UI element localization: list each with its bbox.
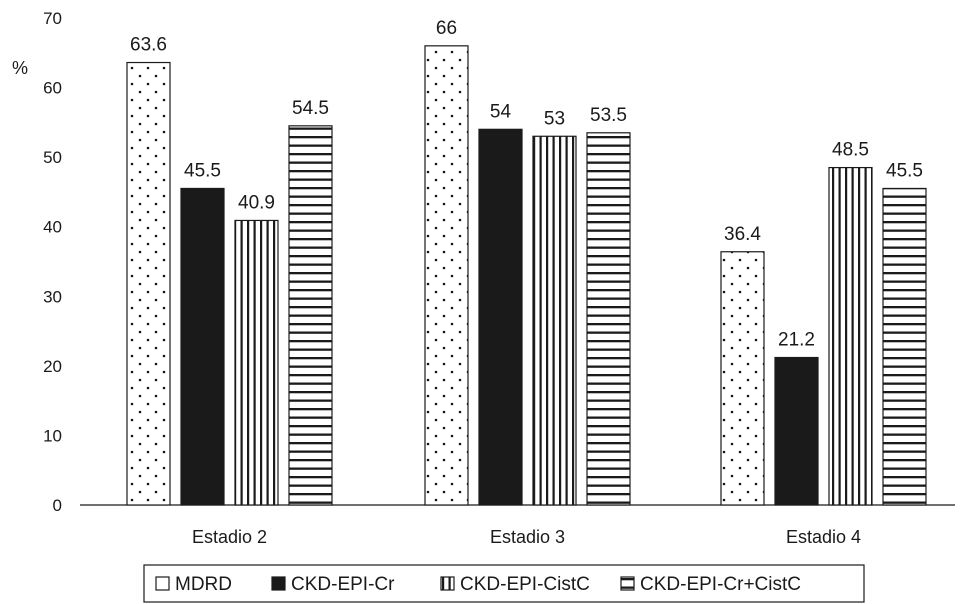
data-label: 63.6 (130, 35, 167, 56)
data-label: 66 (436, 18, 457, 39)
bar-mdrd (424, 45, 469, 506)
legend-label: CKD-EPI-Cr (291, 574, 395, 595)
bar-ckd-epi-cistc (234, 219, 279, 506)
legend-swatch (440, 576, 455, 591)
bar-mdrd (720, 251, 765, 506)
bar-ckd-epi-cistc (532, 135, 577, 506)
bar-ckd-epi-cr-cistc (882, 187, 927, 506)
data-label: 53.5 (590, 105, 627, 126)
legend-swatch (271, 576, 286, 591)
y-tick-label: 70 (43, 9, 62, 28)
bar-ckd-epi-cr (774, 356, 819, 506)
data-labels-group: 63.6 45.5 40.9 54.5 66 54 53 53.5 36.4 21.2 48.5 45… (130, 18, 923, 351)
y-tick-label: 30 (43, 287, 62, 306)
y-tick-label: 40 (43, 218, 62, 237)
bars-group (126, 45, 927, 506)
category-labels-group: Estadio 2 Estadio 3 Estadio 4 (192, 527, 861, 547)
legend-swatch (620, 576, 635, 591)
y-tick-label: 0 (53, 496, 62, 515)
bar-ckd-epi-cr-cistc (586, 132, 631, 506)
category-label: Estadio 3 (490, 527, 565, 547)
legend: MDRD CKD-EPI-Cr CKD-EPI-CistC CKD-EPI-Cr+Ci… (143, 564, 865, 603)
legend-label: MDRD (175, 574, 232, 595)
bar-ckd-epi-cr (478, 128, 523, 506)
legend-label: CKD-EPI-CistC (460, 574, 590, 595)
y-tick-label: 50 (43, 148, 62, 167)
bar-ckd-epi-cr-cistc (288, 125, 333, 506)
data-label: 53 (544, 108, 565, 129)
legend-box (143, 564, 865, 603)
y-axis-ticks: 0 10 20 30 40 50 60 70 (43, 9, 62, 515)
data-label: 45.5 (886, 160, 923, 181)
data-label: 40.9 (238, 192, 275, 213)
data-label: 54 (490, 101, 512, 122)
bar-mdrd (126, 61, 171, 506)
bar-ckd-epi-cr (180, 187, 225, 506)
legend-label: CKD-EPI-Cr+CistC (640, 574, 801, 595)
data-label: 21.2 (778, 330, 815, 351)
data-label: 36.4 (724, 224, 761, 245)
y-axis-label: % (12, 58, 28, 78)
data-label: 48.5 (832, 140, 869, 161)
legend-swatch (155, 576, 170, 591)
y-tick-label: 60 (43, 79, 62, 98)
category-label: Estadio 4 (786, 527, 861, 547)
legend-items: MDRD CKD-EPI-Cr CKD-EPI-CistC CKD-EPI-Cr+Ci… (155, 574, 801, 595)
data-label: 54.5 (292, 98, 329, 119)
bar-ckd-epi-cistc (828, 166, 873, 506)
data-label: 45.5 (184, 160, 221, 181)
y-tick-label: 20 (43, 357, 62, 376)
y-tick-label: 10 (43, 426, 62, 445)
category-label: Estadio 2 (192, 527, 267, 547)
